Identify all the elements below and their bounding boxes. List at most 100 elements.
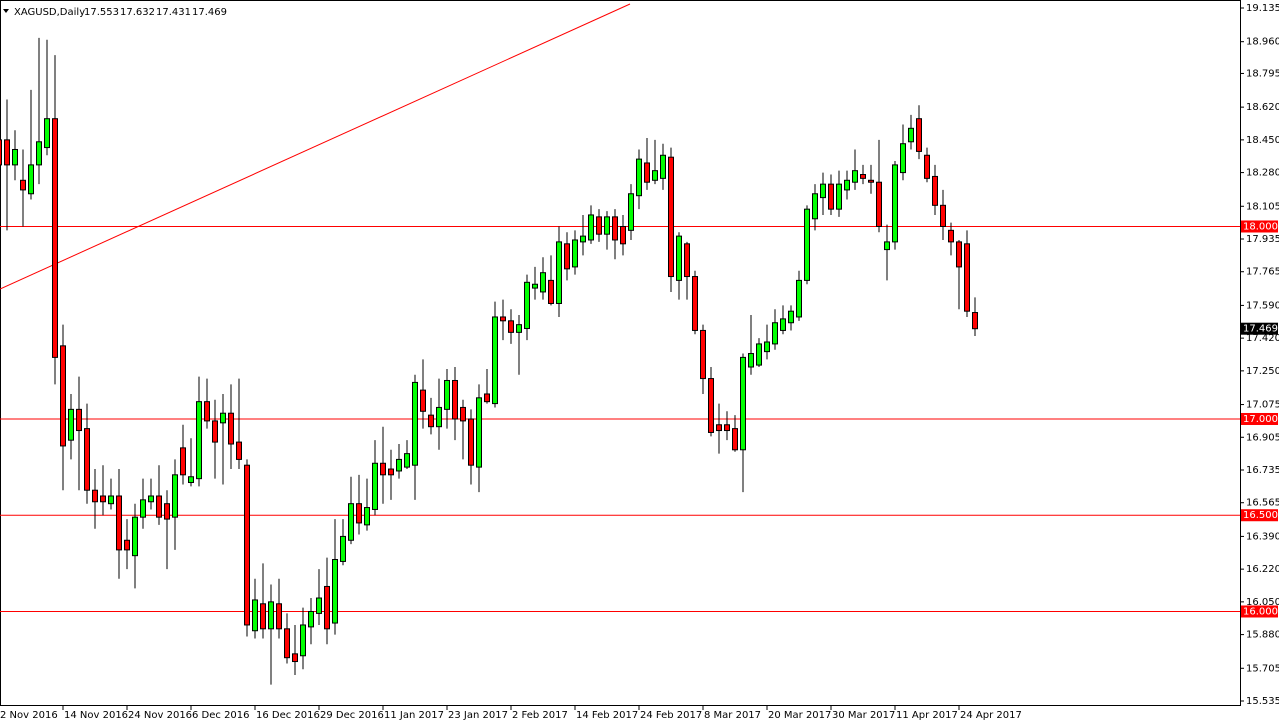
x-tick-label: 2 Feb 2017 (512, 710, 568, 721)
candle-body (308, 610, 314, 628)
y-tick-label: 17.935 (1246, 234, 1279, 245)
candle-body (916, 118, 922, 152)
candle-body (612, 216, 618, 241)
candle-body (788, 310, 794, 324)
candle-body (892, 164, 898, 243)
candle-body (772, 322, 778, 345)
candle-body (852, 170, 858, 183)
candle-body (108, 495, 114, 505)
candle-body (132, 516, 138, 557)
y-tick-label: 18.795 (1246, 68, 1279, 79)
level-label: 18.000 (1243, 221, 1278, 232)
candle-body (540, 272, 546, 293)
candle-body (396, 458, 402, 472)
candle-body (436, 406, 442, 428)
x-tick-label: 16 Dec 2016 (256, 710, 320, 721)
candle-body (92, 489, 98, 503)
candle-body (764, 341, 770, 353)
header-high: 17.632 (120, 7, 155, 18)
candle-body (884, 241, 890, 251)
candle-body (460, 406, 466, 422)
y-tick-label: 16.390 (1246, 531, 1279, 542)
candle-body (804, 208, 810, 281)
candle-body (44, 118, 50, 149)
candle-body (0, 139, 2, 166)
candle-body (212, 420, 218, 443)
y-tick-label: 16.565 (1246, 498, 1279, 509)
level-label-box (1241, 509, 1278, 522)
candle-body (700, 329, 706, 380)
header-low: 17.431 (156, 7, 191, 18)
candle-body (868, 179, 874, 183)
plot-frame (0, 0, 1241, 706)
x-tick-label: 29 Dec 2016 (320, 710, 384, 721)
candle-body (628, 193, 634, 231)
candle-body (724, 424, 730, 432)
candle-body (60, 345, 66, 447)
x-tick-label: 14 Nov 2016 (64, 710, 128, 721)
candle-body (444, 379, 450, 410)
last-price-label: 17.469 (1243, 324, 1278, 335)
candle-body (4, 139, 10, 166)
last-price-box (1241, 322, 1278, 335)
x-tick-label: 23 Jan 2017 (448, 710, 508, 721)
level-label-box (1241, 412, 1278, 425)
candle-body (164, 503, 170, 520)
candle-body (636, 158, 642, 197)
candle-body (196, 401, 202, 480)
candle-body (468, 418, 474, 466)
menu-arrow (3, 9, 9, 13)
trend-line (0, 3, 631, 290)
candle-body (84, 428, 90, 491)
candle-body (476, 397, 482, 468)
candle-body (860, 174, 866, 179)
candle-body (620, 225, 626, 245)
candle-body (652, 170, 658, 181)
candle-body (820, 183, 826, 199)
candle-body (580, 235, 586, 243)
header-close: 17.469 (192, 7, 227, 18)
candle-body (924, 154, 930, 179)
candle-body (228, 412, 234, 445)
candle-body (236, 441, 242, 460)
candle-body (692, 276, 698, 331)
candle-body (948, 229, 954, 243)
candle-body (876, 181, 882, 227)
x-tick-label: 24 Feb 2017 (640, 710, 702, 721)
candle-body (292, 653, 298, 663)
candle-body (244, 464, 250, 626)
level-label-box (1241, 220, 1278, 233)
candle-body (556, 241, 562, 304)
candle-body (564, 243, 570, 270)
y-tick-label: 18.450 (1246, 135, 1279, 146)
candle-body (748, 353, 754, 368)
y-tick-label: 19.135 (1246, 3, 1279, 14)
candle-body (596, 216, 602, 235)
y-tick-label: 18.280 (1246, 168, 1279, 179)
candle-body (588, 214, 594, 241)
x-tick-label: 11 Apr 2017 (896, 710, 958, 721)
candle-body (420, 389, 426, 412)
candle-body (668, 156, 674, 278)
candle-body (900, 143, 906, 174)
x-tick-label: 30 Mar 2017 (832, 710, 895, 721)
candle-body (156, 495, 162, 518)
candle-body (684, 243, 690, 278)
candle-body (52, 118, 58, 358)
candle-body (364, 507, 370, 526)
y-tick-label: 16.220 (1246, 564, 1279, 575)
y-tick-label: 16.905 (1246, 432, 1279, 443)
candle-body (572, 239, 578, 268)
candle-body (484, 393, 490, 403)
candle-body (68, 408, 74, 441)
candle-body (932, 175, 938, 206)
candle-body (972, 312, 978, 330)
candle-body (428, 414, 434, 428)
candle-body (516, 324, 522, 333)
candle-body (492, 316, 498, 405)
candle-body (348, 503, 354, 541)
candle-body (28, 164, 34, 195)
y-tick-label: 16.050 (1246, 597, 1279, 608)
